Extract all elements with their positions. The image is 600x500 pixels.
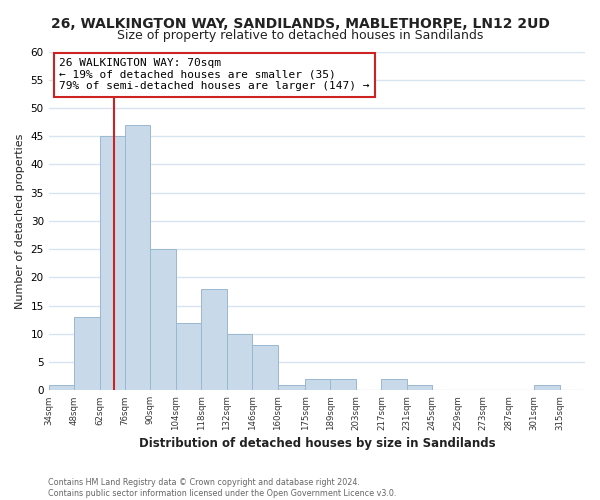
Bar <box>74 317 100 390</box>
Bar <box>407 384 432 390</box>
Text: 26 WALKINGTON WAY: 70sqm
← 19% of detached houses are smaller (35)
79% of semi-d: 26 WALKINGTON WAY: 70sqm ← 19% of detach… <box>59 58 370 92</box>
Text: Size of property relative to detached houses in Sandilands: Size of property relative to detached ho… <box>117 29 483 42</box>
Bar <box>202 288 227 390</box>
Bar <box>305 379 331 390</box>
Bar <box>176 322 202 390</box>
Text: 26, WALKINGTON WAY, SANDILANDS, MABLETHORPE, LN12 2UD: 26, WALKINGTON WAY, SANDILANDS, MABLETHO… <box>50 18 550 32</box>
Bar <box>252 345 278 391</box>
Bar <box>534 384 560 390</box>
Bar <box>278 384 305 390</box>
Bar <box>100 136 125 390</box>
Text: Contains HM Land Registry data © Crown copyright and database right 2024.
Contai: Contains HM Land Registry data © Crown c… <box>48 478 397 498</box>
X-axis label: Distribution of detached houses by size in Sandilands: Distribution of detached houses by size … <box>139 437 495 450</box>
Bar <box>382 379 407 390</box>
Bar <box>49 384 74 390</box>
Bar <box>151 249 176 390</box>
Bar <box>227 334 252 390</box>
Y-axis label: Number of detached properties: Number of detached properties <box>15 133 25 308</box>
Bar <box>331 379 356 390</box>
Bar <box>125 125 151 390</box>
